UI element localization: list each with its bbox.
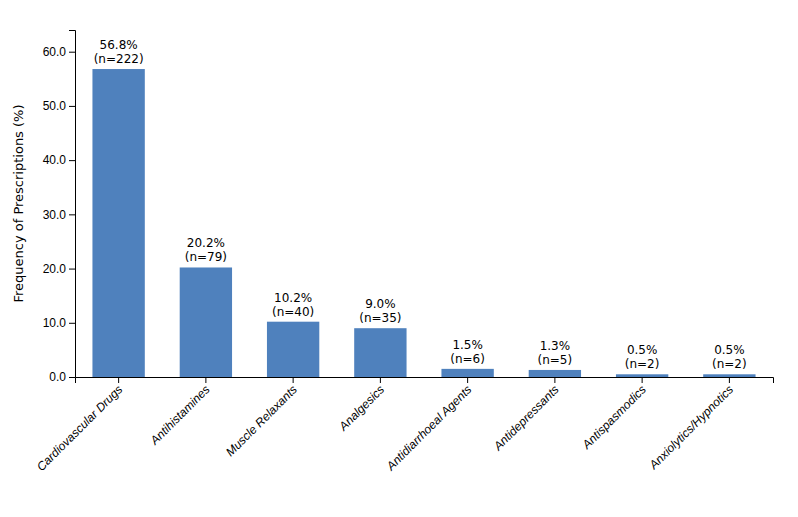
x-tick-mark [205,377,206,383]
y-tick: 20.0 [43,262,75,276]
x-axis-line [76,378,774,384]
x-tick: Antispasmodics [579,377,649,452]
y-tick-mark [69,106,75,107]
x-tick: Analgesics [336,377,388,434]
x-tick-label: Antidepressants [490,382,561,453]
count-label: (n=222) [94,52,144,66]
bar [703,374,755,377]
y-tick-mark [69,323,75,324]
x-tick-label: Anxiolytics/Hypnotics [646,382,736,472]
x-tick-label: Cardiovascular Drugs [34,382,125,473]
count-label: (n=2) [625,357,660,371]
bar [529,370,581,377]
x-tick-mark [293,377,294,383]
data-label: 1.3% [540,339,571,353]
x-tick-mark [380,377,381,383]
y-tick: 60.0 [43,45,75,59]
x-tick-label: Antihistamines [147,382,213,448]
y-tick-label: 30.0 [43,208,67,222]
y-tick-label: 40.0 [43,153,67,167]
bar [354,328,406,377]
y-axis-title: Frequency of Prescriptions (%) [11,104,26,302]
y-tick-mark [69,52,75,53]
y-tick: 40.0 [43,153,75,167]
count-label: (n=5) [538,353,573,367]
y-tick-mark [69,160,75,161]
x-tick-mark [554,377,555,383]
y-axis: 0.0 10.0 20.0 30.0 40.0 50.0 60.0 [43,31,76,385]
chart: 56.8%(n=222)20.2%(n=79)10.2%(n=40)9.0%(n… [0,0,798,517]
y-tick: 50.0 [43,99,75,113]
y-tick-label: 50.0 [43,99,67,113]
y-tick: 10.0 [43,316,75,330]
x-tick-label: Antidiarrhoeal Agents [383,382,474,473]
data-label: 10.2% [274,291,312,305]
x-tick: Antihistamines [147,377,213,448]
x-tick-mark [467,377,468,383]
plot-area: 56.8%(n=222)20.2%(n=79)10.2%(n=40)9.0%(n… [11,31,774,474]
x-tick: Antidepressants [490,377,561,454]
data-label: 9.0% [365,297,396,311]
y-tick: 30.0 [43,208,75,222]
count-label: (n=79) [185,250,227,264]
y-tick-label: 60.0 [43,45,67,59]
x-tick-label: Antispasmodics [579,382,649,452]
data-label: 20.2% [187,236,225,250]
data-label: 0.5% [627,343,658,357]
bar [267,322,319,377]
x-tick-mark [729,377,730,383]
y-tick-label: 0.0 [49,370,66,384]
count-label: (n=40) [272,305,314,319]
y-tick-mark [69,377,75,378]
x-tick-mark [642,377,643,383]
x-tick-label: Analgesics [336,382,388,434]
x-tick: Cardiovascular Drugs [34,377,125,474]
count-label: (n=35) [359,311,401,325]
bars [92,69,755,377]
x-tick: Anxiolytics/Hypnotics [646,377,736,473]
x-tick-label: Muscle Relaxants [223,382,300,459]
x-axis: Cardiovascular Drugs AntihistaminesMuscle… [34,377,774,474]
data-label: 56.8% [100,38,138,52]
x-tick: Muscle Relaxants [223,377,300,459]
y-tick-mark [69,269,75,270]
data-label: 0.5% [714,343,745,357]
count-label: (n=2) [712,357,747,371]
count-label: (n=6) [450,352,485,366]
y-tick: 0.0 [49,370,75,384]
bar [441,369,493,377]
bar [92,69,144,377]
y-tick-label: 10.0 [43,316,67,330]
bar [180,267,232,377]
data-label: 1.5% [452,338,483,352]
y-tick-mark [69,214,75,215]
data-labels: 56.8%(n=222)20.2%(n=79)10.2%(n=40)9.0%(n… [94,38,747,371]
x-tick: Antidiarrhoeal Agents [383,377,474,474]
x-tick-mark [118,377,119,383]
y-tick-label: 20.0 [43,262,67,276]
bar [616,374,668,377]
y-axis-line [69,31,76,378]
